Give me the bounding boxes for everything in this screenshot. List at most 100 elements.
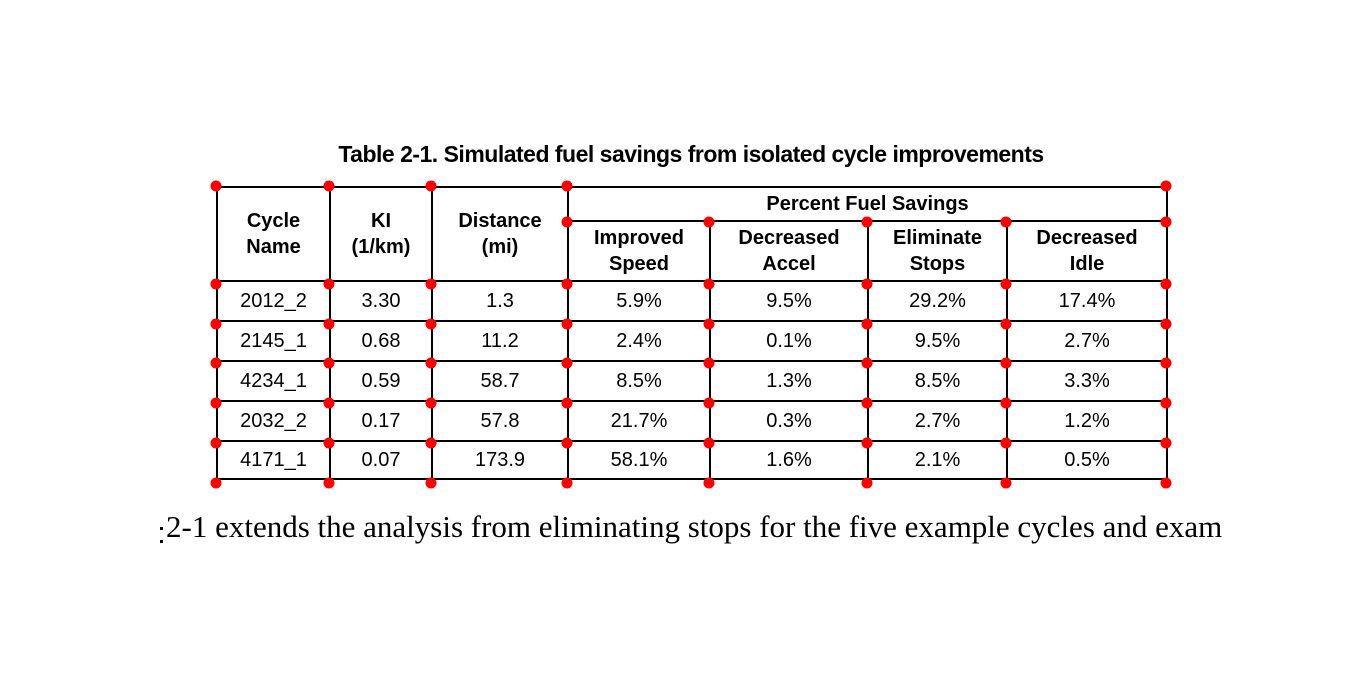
col-group-percent-fuel-savings: Percent Fuel Savings	[566, 186, 1169, 222]
cell-decreased-accel: 0.3%	[709, 400, 869, 442]
fuel-savings-table: Cycle Name KI (1/km) Distance (mi) Perce…	[210, 180, 1172, 489]
corner-marker-dot	[1160, 278, 1172, 290]
corner-marker-dot	[425, 180, 437, 192]
cell-eliminate-stops: 9.5%	[867, 320, 1008, 362]
cell-decreased-idle: 2.7%	[1005, 320, 1169, 362]
corner-marker-dot	[861, 318, 873, 330]
clipped-character-artifact	[160, 527, 163, 543]
table-header-row-sub: Improved Speed Decreased Accel Eliminate…	[217, 220, 1169, 282]
col-header-improved-speed: Improved Speed	[567, 220, 711, 282]
corner-marker-dot	[210, 397, 222, 409]
corner-marker-dot	[561, 477, 573, 489]
cell-eliminate-stops: 2.7%	[867, 400, 1008, 442]
corner-marker-dot	[561, 278, 573, 290]
corner-marker-dot	[703, 278, 715, 290]
col-header-decreased-idle: Decreased Idle	[1005, 220, 1169, 282]
corner-marker-dot	[703, 437, 715, 449]
table-row: 2032_2 0.17 57.8 21.7% 0.3% 2.7% 1.2%	[216, 400, 1169, 442]
col-header-eliminate-stops: Eliminate Stops	[867, 220, 1008, 282]
cell-cycle-name: 2012_2	[216, 280, 331, 322]
table-caption: Table 2-1. Simulated fuel savings from i…	[338, 141, 1044, 167]
corner-marker-dot	[703, 216, 715, 228]
cell-distance: 58.7	[431, 360, 569, 402]
corner-marker-dot	[1160, 216, 1172, 228]
cell-ki: 0.07	[329, 440, 433, 480]
col-header-decreased-accel: Decreased Accel	[709, 220, 869, 282]
cell-decreased-idle: 17.4%	[1005, 280, 1169, 322]
cell-ki: 0.59	[329, 360, 433, 402]
table-header-row-group: Cycle Name KI (1/km) Distance (mi) Perce…	[216, 186, 1169, 282]
cell-improved-speed: 5.9%	[567, 280, 711, 322]
cell-distance: 57.8	[431, 400, 569, 442]
cell-distance: 173.9	[431, 440, 569, 480]
corner-marker-dot	[323, 437, 335, 449]
corner-marker-dot	[323, 477, 335, 489]
corner-marker-dot	[425, 437, 437, 449]
corner-marker-dot	[861, 278, 873, 290]
cell-distance: 11.2	[431, 320, 569, 362]
corner-marker-dot	[1160, 397, 1172, 409]
corner-marker-dot	[425, 477, 437, 489]
table-row: 2145_1 0.68 11.2 2.4% 0.1% 9.5% 2.7%	[216, 320, 1169, 362]
corner-marker-dot	[425, 357, 437, 369]
corner-marker-dot	[210, 477, 222, 489]
data-table: Cycle Name KI (1/km) Distance (mi) Perce…	[216, 186, 1169, 480]
corner-marker-dot	[1160, 437, 1172, 449]
corner-marker-dot	[425, 278, 437, 290]
corner-marker-dot	[1000, 357, 1012, 369]
corner-marker-dot	[425, 397, 437, 409]
table-row: 4234_1 0.59 58.7 8.5% 1.3% 8.5% 3.3%	[216, 360, 1169, 402]
cell-cycle-name: 2032_2	[216, 400, 331, 442]
corner-marker-dot	[323, 180, 335, 192]
corner-marker-dot	[561, 357, 573, 369]
col-header-cycle-name: Cycle Name	[216, 186, 331, 282]
cell-cycle-name: 4171_1	[216, 440, 331, 480]
col-header-distance: Distance (mi)	[431, 186, 569, 282]
corner-marker-dot	[561, 318, 573, 330]
corner-marker-dot	[323, 357, 335, 369]
corner-marker-dot	[1000, 318, 1012, 330]
corner-marker-dot	[561, 397, 573, 409]
corner-marker-dot	[210, 437, 222, 449]
corner-marker-dot	[561, 437, 573, 449]
corner-marker-dot	[210, 357, 222, 369]
corner-marker-dot	[1000, 437, 1012, 449]
corner-marker-dot	[861, 437, 873, 449]
corner-marker-dot	[861, 357, 873, 369]
cell-improved-speed: 21.7%	[567, 400, 711, 442]
cell-distance: 1.3	[431, 280, 569, 322]
corner-marker-dot	[1160, 318, 1172, 330]
cell-decreased-accel: 0.1%	[709, 320, 869, 362]
corner-marker-dot	[210, 318, 222, 330]
corner-marker-dot	[1160, 477, 1172, 489]
cell-eliminate-stops: 29.2%	[867, 280, 1008, 322]
cell-improved-speed: 58.1%	[567, 440, 711, 480]
corner-marker-dot	[210, 180, 222, 192]
cell-decreased-accel: 1.6%	[709, 440, 869, 480]
corner-marker-dot	[861, 216, 873, 228]
corner-marker-dot	[703, 397, 715, 409]
corner-marker-dot	[703, 357, 715, 369]
cell-eliminate-stops: 2.1%	[867, 440, 1008, 480]
corner-marker-dot	[323, 318, 335, 330]
corner-marker-dot	[861, 477, 873, 489]
cell-eliminate-stops: 8.5%	[867, 360, 1008, 402]
corner-marker-dot	[1000, 397, 1012, 409]
corner-marker-dot	[323, 278, 335, 290]
cell-decreased-accel: 1.3%	[709, 360, 869, 402]
corner-marker-dot	[323, 397, 335, 409]
corner-marker-dot	[1160, 180, 1172, 192]
corner-marker-dot	[1160, 357, 1172, 369]
body-text: 2-1 extends the analysis from eliminatin…	[166, 509, 1223, 544]
cell-decreased-idle: 3.3%	[1005, 360, 1169, 402]
cell-decreased-idle: 0.5%	[1005, 440, 1169, 480]
corner-marker-dot	[561, 216, 573, 228]
table-row: 2012_2 3.30 1.3 5.9% 9.5% 29.2% 17.4%	[216, 280, 1169, 322]
cell-cycle-name: 4234_1	[216, 360, 331, 402]
corner-marker-dot	[561, 180, 573, 192]
col-header-ki: KI (1/km)	[329, 186, 433, 282]
corner-marker-dot	[1000, 477, 1012, 489]
cell-improved-speed: 8.5%	[567, 360, 711, 402]
cell-ki: 0.17	[329, 400, 433, 442]
